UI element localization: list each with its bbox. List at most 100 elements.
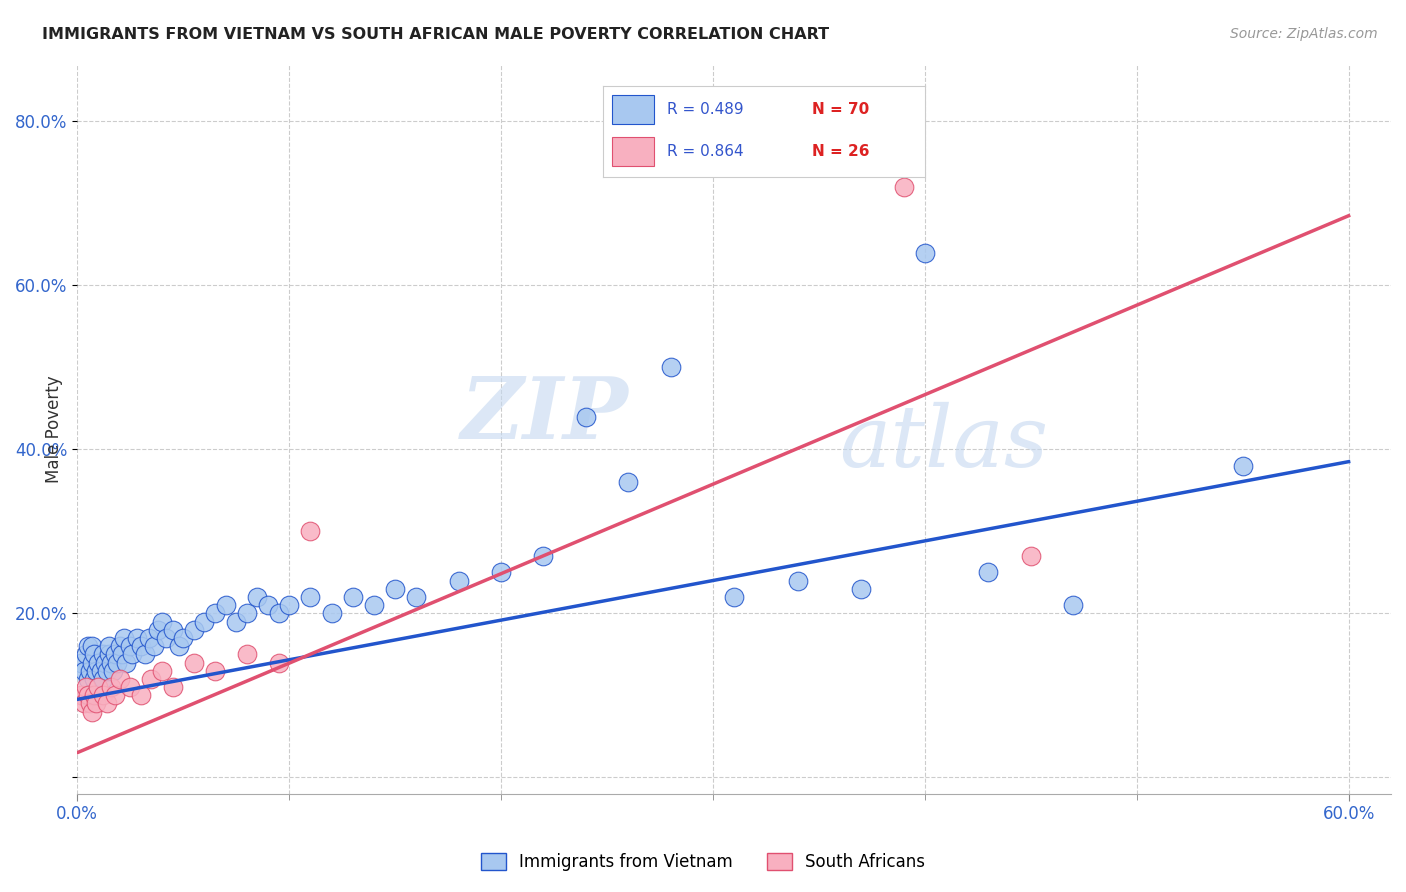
Point bbox=[321, 607, 343, 621]
Point bbox=[150, 664, 173, 678]
Point bbox=[235, 607, 257, 621]
Point bbox=[129, 688, 152, 702]
Point bbox=[246, 590, 269, 604]
Point bbox=[575, 409, 598, 424]
Point bbox=[183, 623, 205, 637]
Point bbox=[98, 639, 121, 653]
Point bbox=[120, 680, 142, 694]
Point bbox=[193, 615, 215, 629]
Point bbox=[134, 648, 156, 662]
Point bbox=[267, 656, 290, 670]
Text: Source: ZipAtlas.com: Source: ZipAtlas.com bbox=[1230, 27, 1378, 41]
Point bbox=[91, 648, 114, 662]
Point bbox=[70, 656, 93, 670]
Point bbox=[299, 590, 322, 604]
Point bbox=[1019, 549, 1042, 563]
Point bbox=[225, 615, 247, 629]
Point bbox=[72, 697, 94, 711]
Point bbox=[723, 590, 745, 604]
Point bbox=[100, 656, 122, 670]
Point bbox=[115, 656, 138, 670]
Point bbox=[70, 688, 93, 702]
Point bbox=[91, 672, 114, 686]
Point bbox=[112, 631, 135, 645]
Point bbox=[447, 574, 470, 588]
Point bbox=[80, 639, 103, 653]
Point bbox=[204, 664, 226, 678]
Point bbox=[384, 582, 406, 596]
Point bbox=[87, 680, 110, 694]
Point bbox=[80, 656, 103, 670]
Point bbox=[83, 672, 105, 686]
Point bbox=[172, 631, 194, 645]
Point bbox=[75, 680, 97, 694]
Point bbox=[90, 664, 112, 678]
Point bbox=[108, 639, 131, 653]
Point bbox=[72, 664, 94, 678]
Y-axis label: Male Poverty: Male Poverty bbox=[45, 375, 63, 483]
Point bbox=[489, 566, 512, 580]
Point bbox=[235, 648, 257, 662]
Point bbox=[98, 648, 121, 662]
Text: atlas: atlas bbox=[839, 402, 1049, 484]
Text: ZIP: ZIP bbox=[461, 373, 628, 456]
Point bbox=[129, 639, 152, 653]
Point bbox=[104, 648, 127, 662]
Point bbox=[79, 697, 101, 711]
Point bbox=[76, 672, 98, 686]
Point bbox=[107, 656, 129, 670]
Point bbox=[79, 664, 101, 678]
Point bbox=[155, 631, 177, 645]
Point bbox=[120, 639, 142, 653]
Point bbox=[94, 656, 117, 670]
Point bbox=[1232, 458, 1254, 473]
Point bbox=[278, 598, 301, 612]
Point bbox=[83, 688, 105, 702]
Point bbox=[363, 598, 385, 612]
Point bbox=[76, 639, 98, 653]
Point bbox=[267, 607, 290, 621]
Point bbox=[142, 639, 165, 653]
Point bbox=[162, 623, 184, 637]
Point bbox=[617, 475, 640, 490]
Point bbox=[138, 631, 160, 645]
Point bbox=[125, 631, 148, 645]
Point bbox=[87, 680, 110, 694]
Point bbox=[121, 648, 143, 662]
Point bbox=[76, 688, 98, 702]
Point bbox=[75, 648, 97, 662]
Point bbox=[103, 664, 125, 678]
Point bbox=[1062, 598, 1084, 612]
Point bbox=[851, 582, 873, 596]
Point bbox=[257, 598, 280, 612]
Point bbox=[83, 648, 105, 662]
Point bbox=[299, 524, 322, 539]
Point bbox=[108, 672, 131, 686]
Point bbox=[893, 180, 915, 194]
Point bbox=[96, 697, 118, 711]
Point bbox=[146, 623, 169, 637]
Point bbox=[214, 598, 236, 612]
Point bbox=[80, 705, 103, 719]
Point bbox=[659, 360, 682, 375]
Text: IMMIGRANTS FROM VIETNAM VS SOUTH AFRICAN MALE POVERTY CORRELATION CHART: IMMIGRANTS FROM VIETNAM VS SOUTH AFRICAN… bbox=[42, 27, 830, 42]
Point bbox=[84, 664, 107, 678]
Point bbox=[977, 566, 1000, 580]
Point bbox=[150, 615, 173, 629]
Point bbox=[104, 688, 127, 702]
Point bbox=[531, 549, 554, 563]
Point bbox=[162, 680, 184, 694]
Point bbox=[96, 664, 118, 678]
Point bbox=[91, 688, 114, 702]
Point bbox=[204, 607, 226, 621]
Point bbox=[87, 656, 110, 670]
Point bbox=[84, 697, 107, 711]
Point bbox=[141, 672, 163, 686]
Point bbox=[786, 574, 808, 588]
Point bbox=[405, 590, 427, 604]
Point bbox=[167, 639, 190, 653]
Point bbox=[100, 680, 122, 694]
Point bbox=[183, 656, 205, 670]
Point bbox=[914, 245, 936, 260]
Point bbox=[111, 648, 134, 662]
